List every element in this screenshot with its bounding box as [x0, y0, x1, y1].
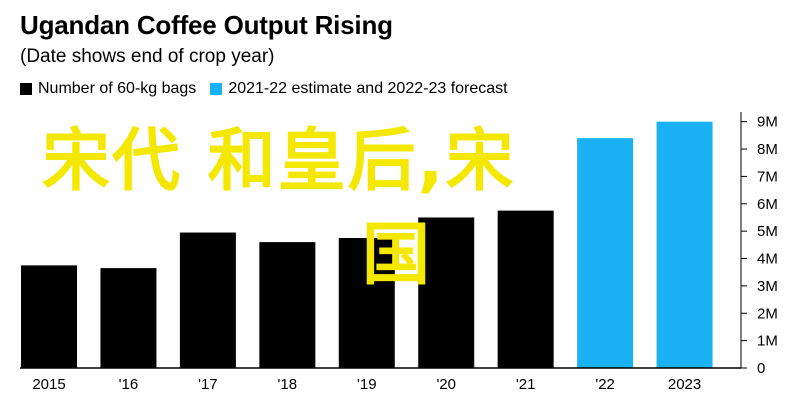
y-tick-label: 9M	[757, 114, 778, 131]
y-tick-label: 4M	[757, 251, 778, 268]
bar-2	[179, 232, 236, 368]
legend: Number of 60-kg bags 2021-22 estimate an…	[20, 80, 522, 98]
bar-6	[497, 210, 554, 368]
bar-8	[656, 121, 713, 369]
bar-7	[577, 138, 634, 368]
y-tick-label: 3M	[757, 278, 778, 295]
bar-5	[418, 217, 475, 368]
y-tick-label: 6M	[757, 196, 778, 213]
chart-subtitle: (Date shows end of crop year)	[20, 46, 275, 67]
x-tick-label: '19	[357, 376, 377, 393]
y-tick-label: 0	[757, 360, 765, 377]
y-tick-label: 7M	[757, 168, 778, 185]
y-tick-label: 8M	[757, 141, 778, 158]
overlay-text-line2: 国	[362, 216, 431, 295]
x-tick-label: '22	[595, 376, 615, 393]
legend-label-actual: Number of 60-kg bags	[38, 80, 197, 97]
y-tick-label: 2M	[757, 305, 778, 322]
x-tick-label: '16	[119, 376, 139, 393]
bar-1	[100, 268, 157, 368]
x-tick-label: '20	[436, 376, 456, 393]
bar-3	[259, 242, 316, 368]
y-tick-label: 5M	[757, 223, 778, 240]
x-tick-label: '17	[198, 376, 218, 393]
legend-item-actual: Number of 60-kg bags	[20, 80, 196, 98]
x-tick-label: '18	[278, 376, 298, 393]
x-tick-label: 2023	[668, 376, 701, 393]
legend-label-forecast: 2021-22 estimate and 2022-23 forecast	[228, 80, 508, 97]
overlay-text-line1: 宋代 和皇后,宋	[42, 122, 516, 201]
x-tick-label: '21	[516, 376, 536, 393]
bar-4	[338, 238, 395, 368]
legend-swatch-forecast	[210, 83, 223, 95]
x-tick-label: 2015	[32, 376, 65, 393]
chart-title: Ugandan Coffee Output Rising	[20, 10, 393, 40]
legend-swatch-actual	[20, 83, 32, 95]
y-tick-label: 1M	[757, 333, 778, 350]
bar-0	[21, 265, 77, 368]
legend-item-forecast: 2021-22 estimate and 2022-23 forecast	[210, 80, 508, 98]
